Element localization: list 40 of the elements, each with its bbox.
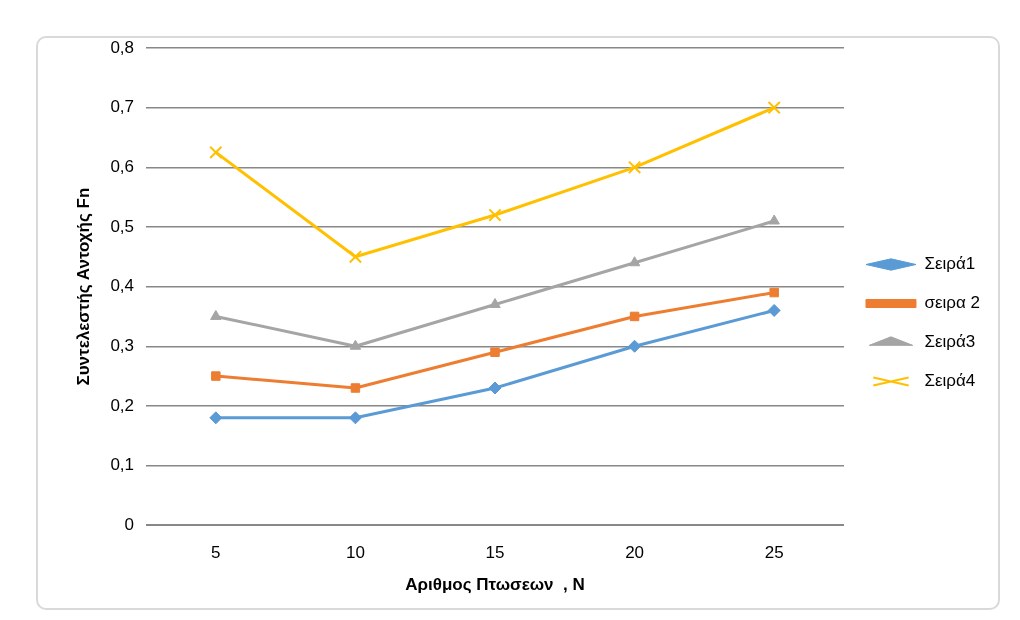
point — [488, 208, 502, 222]
point — [628, 339, 642, 353]
point — [488, 381, 502, 395]
point — [769, 287, 779, 298]
point — [209, 411, 223, 425]
y-tick-label: 0,3 — [110, 335, 135, 355]
point — [350, 383, 361, 393]
legend-label: Σειρά1 — [924, 254, 976, 274]
point — [349, 339, 362, 350]
y-tick-label: 0,8 — [110, 37, 135, 57]
point — [768, 214, 780, 225]
y-tick-label: 0,1 — [110, 455, 135, 475]
x-tick-label: 10 — [345, 543, 365, 563]
point — [348, 250, 363, 264]
legend-label: Σειρά4 — [924, 371, 976, 391]
y-tick-label: 0 — [124, 514, 135, 534]
y-tick-label: 0,4 — [110, 276, 135, 296]
y-tick-label: 0,2 — [110, 395, 135, 415]
y-tick-label: 0,5 — [110, 216, 135, 236]
x-axis-title: Αριθμος Πτωσεων , N — [405, 575, 585, 595]
y-tick-label: 0,7 — [110, 97, 135, 117]
point — [767, 303, 781, 317]
point — [490, 347, 500, 357]
x-tick-label: 20 — [625, 543, 645, 563]
x-tick-label: 15 — [485, 543, 505, 563]
point — [629, 311, 640, 322]
x-tick-label: 25 — [764, 543, 784, 563]
point — [767, 100, 781, 115]
point — [627, 160, 642, 174]
point — [209, 145, 223, 160]
point — [628, 256, 641, 267]
point — [489, 298, 501, 308]
point — [348, 411, 362, 425]
y-axis-title: Συντελεστής Αντοχής Fn — [73, 187, 93, 386]
x-tick-label: 5 — [211, 543, 221, 563]
legend-label: σειρα 2 — [924, 293, 981, 313]
point — [211, 371, 221, 381]
point — [210, 309, 222, 320]
legend-label: Σειρά3 — [924, 332, 976, 352]
y-tick-label: 0,6 — [110, 156, 135, 176]
